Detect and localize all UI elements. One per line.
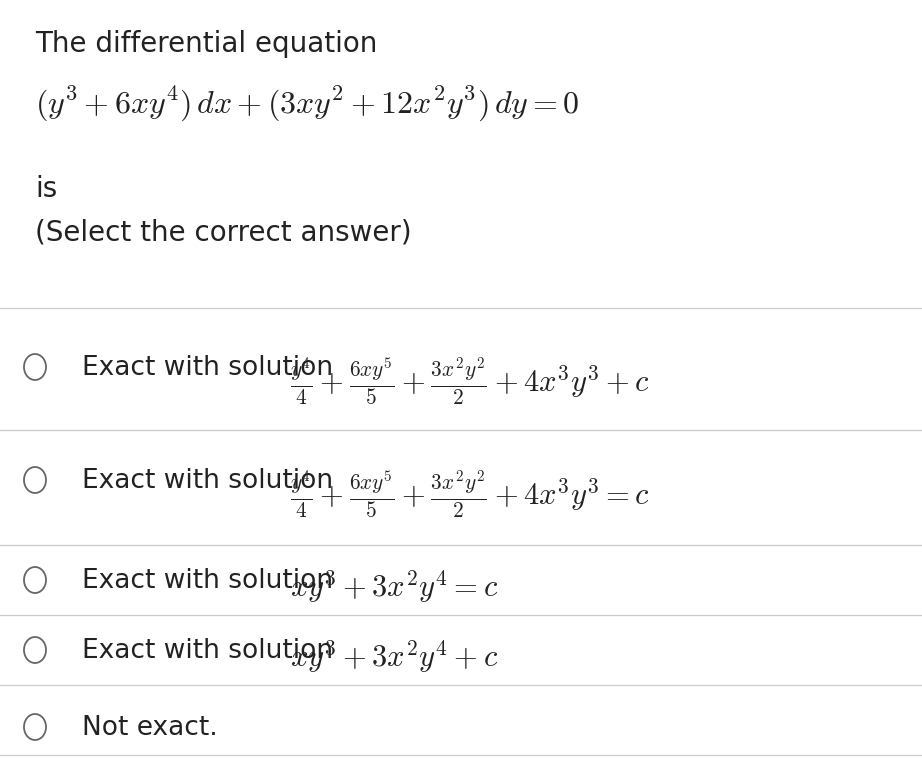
Text: is: is [35,175,57,203]
Text: Exact with solution: Exact with solution [82,355,349,381]
Text: Exact with solution: Exact with solution [82,468,349,494]
Text: $\frac{y^4}{4} + \frac{6xy^5}{5} + \frac{3x^2y^2}{2} + 4x^3y^3 + c$: $\frac{y^4}{4} + \frac{6xy^5}{5} + \frac… [290,355,650,407]
Text: $xy^3 + 3x^2y^4 + c$: $xy^3 + 3x^2y^4 + c$ [290,638,498,675]
Text: The differential equation: The differential equation [35,30,377,58]
Text: Not exact.: Not exact. [82,715,218,741]
Text: $xy^3 + 3x^2y^4 = c$: $xy^3 + 3x^2y^4 = c$ [290,568,498,605]
Text: Exact with solution: Exact with solution [82,638,349,664]
Text: $(y^3 + 6xy^4)\,dx + (3xy^2 + 12x^2y^3)\,dy = 0$: $(y^3 + 6xy^4)\,dx + (3xy^2 + 12x^2y^3)\… [35,85,579,124]
Text: (Select the correct answer): (Select the correct answer) [35,218,411,246]
Text: Exact with solution: Exact with solution [82,568,349,594]
Text: $\frac{y^4}{4} + \frac{6xy^5}{5} + \frac{3x^2y^2}{2} + 4x^3y^3 = c$: $\frac{y^4}{4} + \frac{6xy^5}{5} + \frac… [290,468,650,519]
